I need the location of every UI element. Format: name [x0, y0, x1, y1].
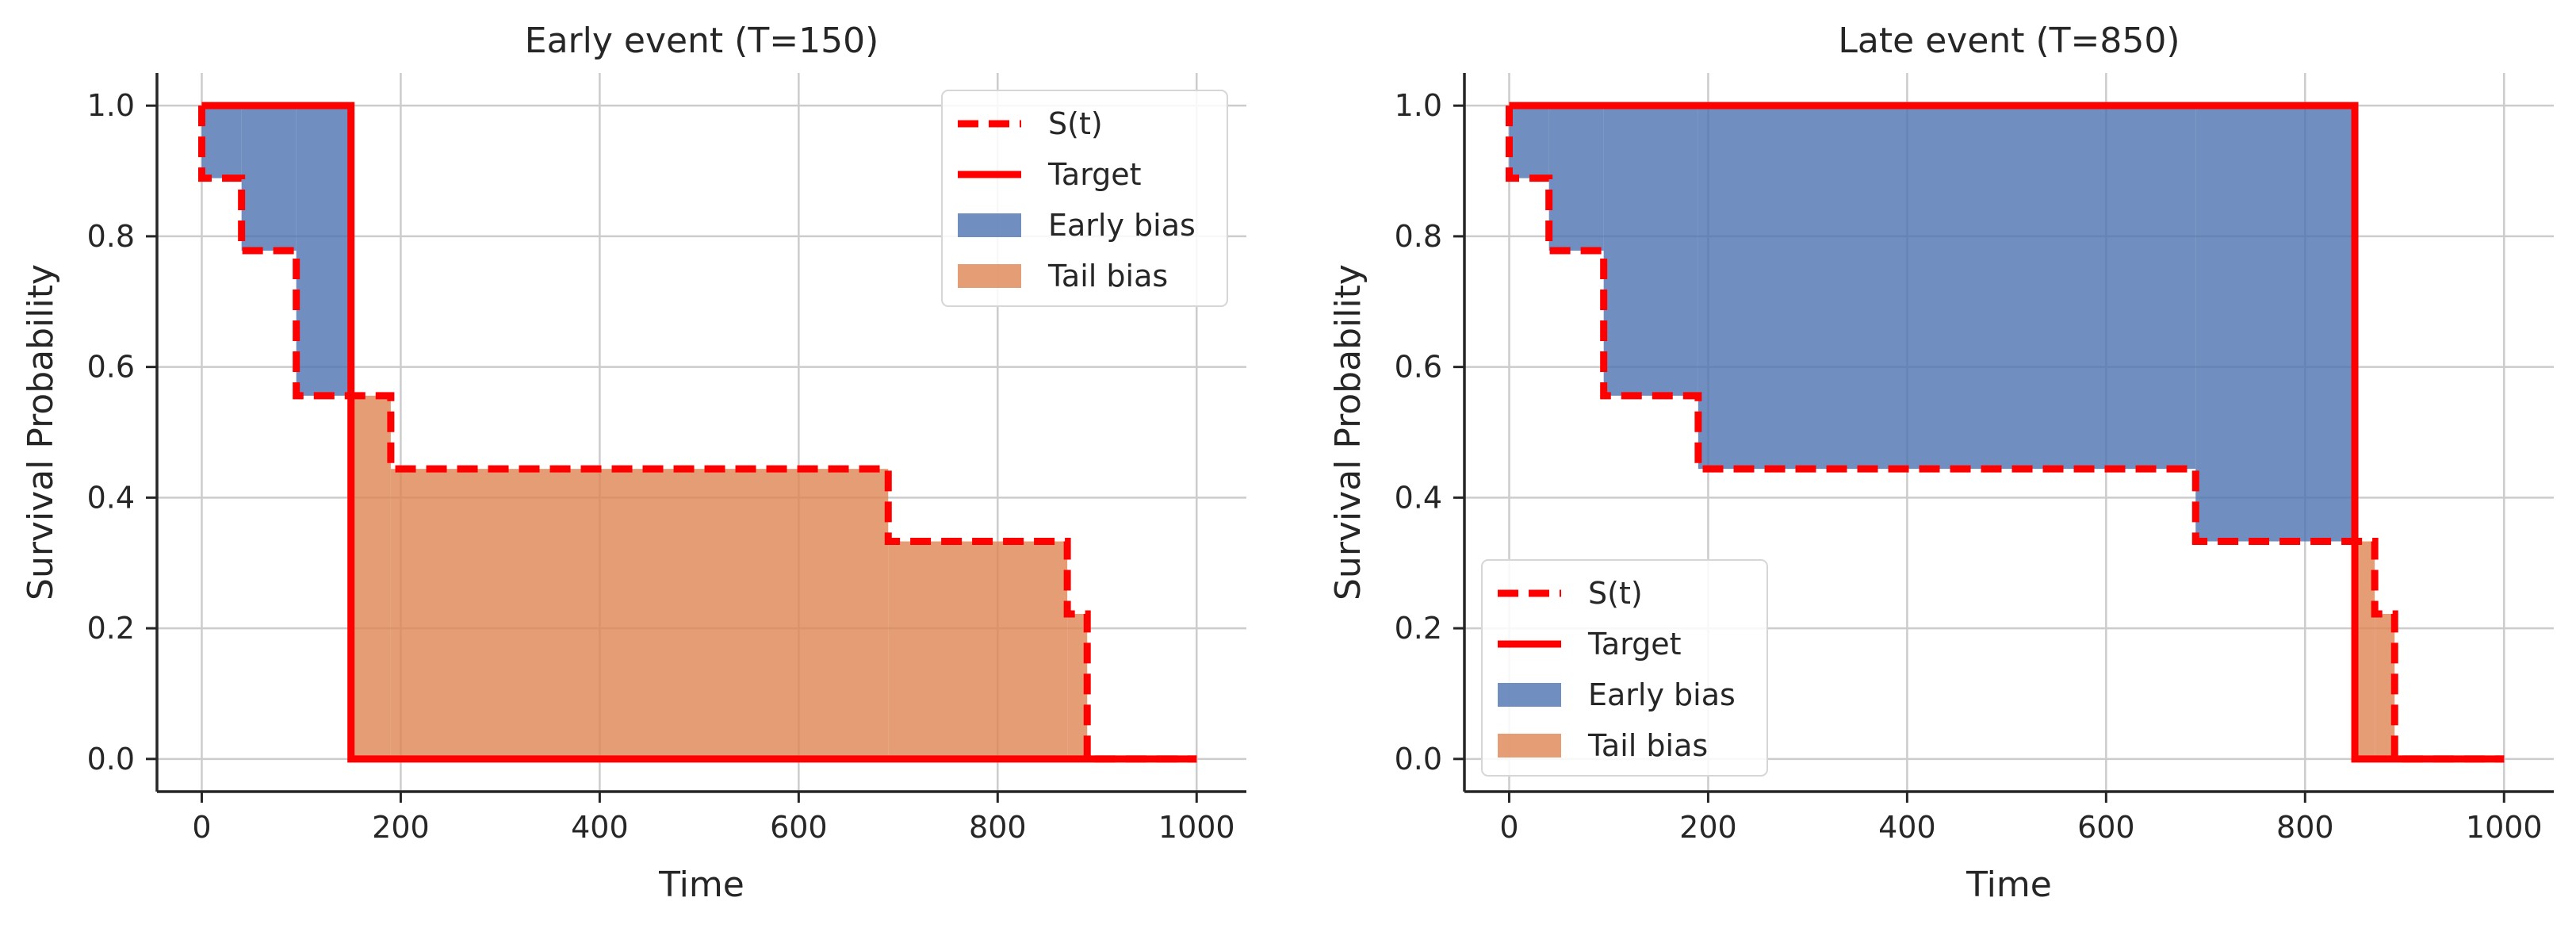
y-tick-label: 1.0: [87, 88, 135, 123]
early-bias-area: [296, 105, 351, 396]
early-bias-area: [1509, 105, 1549, 178]
legend-swatch-early-bias: [958, 213, 1021, 237]
x-tick-label: 400: [571, 810, 629, 845]
tail-bias-area: [390, 469, 889, 759]
y-tick-label: 0.2: [87, 611, 135, 646]
legend-swatch-tail-bias: [1498, 734, 1561, 757]
legend-label: S(t): [1048, 106, 1103, 141]
x-tick-label: 600: [770, 810, 828, 845]
early-bias-area: [1603, 105, 1698, 396]
legend-label: Early bias: [1048, 208, 1196, 243]
y-tick-label: 0.2: [1395, 611, 1442, 646]
target-curve: [201, 102, 1197, 763]
legend-swatch-early-bias: [1498, 683, 1561, 707]
y-tick-label: 0.6: [1395, 350, 1442, 385]
x-tick-label: 800: [969, 810, 1027, 845]
chart-title: Late event (T=850): [1838, 21, 2180, 61]
x-tick-label: 0: [1499, 810, 1518, 845]
y-tick-label: 0.0: [87, 742, 135, 777]
early-bias-area: [2195, 105, 2356, 542]
x-tick-label: 1000: [2466, 810, 2543, 845]
early-bias-area: [241, 105, 297, 251]
survival-curve: [197, 105, 1197, 763]
legend: S(t) Target Early bias Tail bias: [941, 90, 1228, 307]
x-axis-label: Time: [1965, 865, 2052, 905]
y-tick-label: 0.0: [1395, 742, 1442, 777]
y-axis-label: Survival Probability: [1328, 264, 1368, 600]
y-tick-label: 0.8: [1395, 219, 1442, 254]
chart-panel-2: 0 200 400 600 800 1000 0.0 0.2 0.4 0.6 0.8 1.0 Late …: [1328, 21, 2554, 905]
chart-panel-1: 0 200 400 600 800 1000 0.0 0.2 0.4 0.6 0.8 1.0 Early…: [21, 21, 1246, 905]
y-tick-label: 0.4: [87, 480, 135, 515]
y-tick-label: 0.4: [1395, 480, 1442, 515]
target-curve: [1509, 102, 2505, 763]
x-tick-label: 0: [192, 810, 211, 845]
early-bias-area: [201, 105, 242, 178]
tail-bias-area: [888, 541, 1068, 759]
x-tick-label: 800: [2276, 810, 2334, 845]
chart-title: Early event (T=150): [525, 21, 878, 61]
legend-label: Early bias: [1588, 677, 1736, 712]
legend-swatch-tail-bias: [958, 264, 1021, 288]
early-bias-area: [1698, 105, 2196, 470]
y-tick-label: 0.8: [87, 219, 135, 254]
survival-curve: [1505, 105, 2505, 763]
tail-bias-area: [350, 395, 391, 759]
x-tick-label: 1000: [1158, 810, 1235, 845]
x-tick-label: 200: [1679, 810, 1737, 845]
x-tick-label: 600: [2077, 810, 2135, 845]
y-tick-label: 0.6: [87, 350, 135, 385]
legend-label: Tail bias: [1587, 728, 1708, 763]
legend-label: Target: [1587, 627, 1682, 662]
y-axis-label: Survival Probability: [21, 264, 61, 600]
x-tick-label: 400: [1878, 810, 1936, 845]
legend-frame: [1481, 559, 1768, 777]
legend: S(t) Target Early bias Tail bias: [1481, 559, 1768, 777]
legend-label: Target: [1047, 157, 1142, 192]
y-tick-label: 1.0: [1395, 88, 1442, 123]
legend-label: Tail bias: [1047, 259, 1168, 293]
x-axis-label: Time: [658, 865, 744, 905]
legend-label: S(t): [1588, 576, 1643, 611]
legend-frame: [941, 90, 1228, 307]
early-bias-area: [1548, 105, 1604, 251]
x-tick-label: 200: [372, 810, 430, 845]
